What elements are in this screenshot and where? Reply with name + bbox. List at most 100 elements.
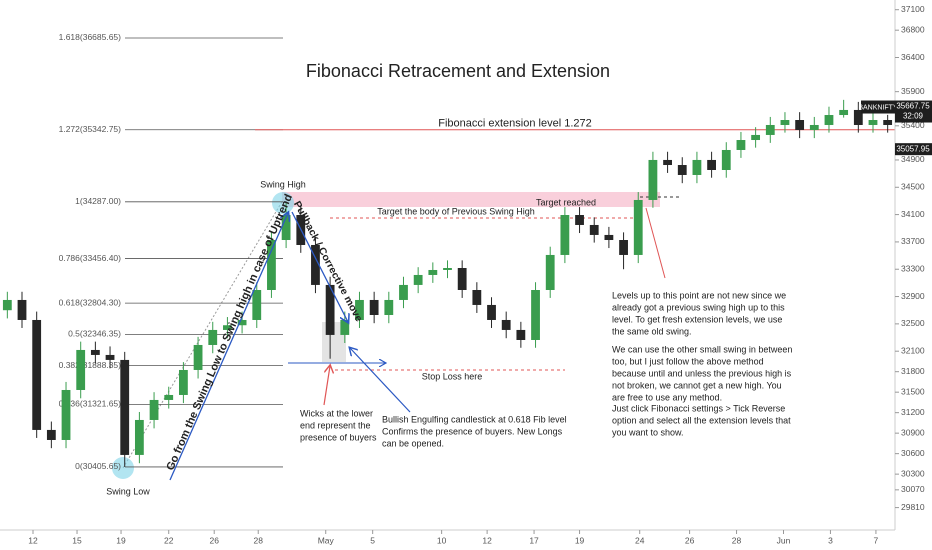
- candle-body: [90, 349, 100, 355]
- y-tick-label: 30300: [901, 468, 925, 478]
- note-pointer: [645, 207, 666, 279]
- candle-body: [164, 394, 174, 400]
- wick-arrow: [323, 366, 330, 406]
- candle-body: [560, 215, 570, 255]
- symbol-box: [861, 100, 895, 114]
- y-tick-label: 34900: [901, 154, 925, 164]
- note-line: already got a previous swing high up to …: [612, 302, 785, 312]
- x-tick-label: 28: [253, 535, 263, 545]
- y-tick-label: 30900: [901, 427, 925, 437]
- candle-body: [516, 329, 526, 340]
- candle-body: [809, 124, 819, 130]
- y-tick-label: 32500: [901, 318, 925, 328]
- x-tick-label: 12: [482, 535, 492, 545]
- y-tick-label: 35900: [901, 86, 925, 96]
- x-tick-label: 15: [72, 535, 82, 545]
- stop-loss-label: Stop Loss here: [422, 371, 483, 381]
- target-zone: [282, 192, 660, 207]
- candle-body: [193, 344, 203, 370]
- candle-body: [105, 354, 115, 360]
- note-line: Just click Fibonacci settings > Tick Rev…: [612, 403, 785, 413]
- candle-body: [531, 289, 540, 340]
- last-price-label: 35667.75: [896, 102, 930, 111]
- candle-body: [545, 254, 555, 290]
- y-tick-label: 34500: [901, 182, 925, 192]
- candle-body: [399, 284, 408, 300]
- y-tick-label: 36400: [901, 52, 925, 62]
- candle-body: [179, 369, 188, 395]
- swing-low-marker: [112, 457, 134, 479]
- candle-body: [780, 120, 790, 125]
- uptrend-arrow: [169, 213, 288, 481]
- y-tick-label: 31500: [901, 386, 925, 396]
- candle-body: [604, 234, 614, 241]
- fib-label: 1.618(36685.65): [59, 32, 122, 42]
- y-tick-label: 32100: [901, 345, 925, 355]
- candle-body: [633, 199, 643, 255]
- fib-label: 0.786(33456.40): [59, 253, 122, 263]
- candle-body: [413, 274, 423, 285]
- fib-label: 0.236(31321.65): [59, 399, 122, 409]
- candle-body: [457, 268, 467, 290]
- x-tick-label: 7: [874, 535, 879, 545]
- fib-label: 0(30405.65): [75, 461, 121, 471]
- note-line: are free to use any method.: [612, 392, 722, 402]
- candle-body: [677, 165, 687, 175]
- note-line: because until and unless the previous hi…: [612, 368, 792, 378]
- candle-body: [237, 319, 247, 326]
- wicks-note: end represent the: [300, 420, 371, 430]
- candle-body: [853, 109, 863, 125]
- engulfing-note: can be opened.: [382, 438, 444, 448]
- candle-body: [487, 304, 496, 320]
- fib-label: 0.618(32804.30): [59, 297, 122, 307]
- note-line: not broken, we cannot get a new high. Yo…: [612, 380, 782, 390]
- note-line: level. To get fresh extension levels, we…: [612, 314, 782, 324]
- fib-label: 1.272(35342.75): [59, 124, 122, 134]
- candle-body: [443, 268, 452, 270]
- x-tick-label: 26: [685, 535, 695, 545]
- fib-label: 1(34287.00): [75, 196, 121, 206]
- candle-body: [120, 359, 130, 455]
- y-tick-label: 33700: [901, 236, 925, 246]
- note-line: option and select all the extension leve…: [612, 415, 791, 425]
- candle-body: [883, 120, 893, 125]
- note-line: We can use the other small swing in betw…: [612, 344, 792, 354]
- x-tick-label: 22: [164, 535, 174, 545]
- candle-body: [281, 215, 291, 241]
- candle-body: [355, 299, 364, 320]
- x-tick-label: 10: [437, 535, 447, 545]
- engulfing-arrow: [350, 348, 411, 413]
- candle-body: [267, 240, 276, 290]
- candle-body: [839, 109, 849, 116]
- x-tick-label: 19: [116, 535, 126, 545]
- candle-body: [340, 319, 350, 335]
- x-tick-label: 28: [732, 535, 742, 545]
- candle-body: [384, 299, 394, 315]
- candle-body: [2, 299, 12, 311]
- extension-label: Fibonacci extension level 1.272: [438, 118, 591, 130]
- fib-label: 0.5(32346.35): [68, 329, 121, 339]
- note-line: too, but I just follow the above method: [612, 356, 764, 366]
- side-note: Levels up to this point are not new sinc…: [612, 290, 792, 437]
- candle-body: [721, 149, 731, 170]
- fib-label: 0.382(31888.35): [59, 360, 122, 370]
- target-reached-label: Target reached: [536, 197, 596, 207]
- candle-body: [252, 289, 262, 320]
- y-tick-label: 29810: [901, 502, 925, 512]
- candle-body: [765, 124, 775, 135]
- x-tick-label: Jun: [777, 535, 791, 545]
- candle-body: [32, 319, 42, 430]
- candle-body: [824, 115, 834, 125]
- y-tick-label: 34100: [901, 209, 925, 219]
- note-line: Levels up to this point are not new sinc…: [612, 290, 786, 300]
- y-tick-label: 30600: [901, 448, 925, 458]
- candle-body: [149, 399, 159, 420]
- candle-body: [707, 159, 716, 170]
- candle-body: [619, 240, 628, 255]
- candle-body: [134, 419, 144, 455]
- x-tick-label: 24: [635, 535, 645, 545]
- candle-body: [61, 389, 71, 440]
- x-tick-label: 26: [209, 535, 219, 545]
